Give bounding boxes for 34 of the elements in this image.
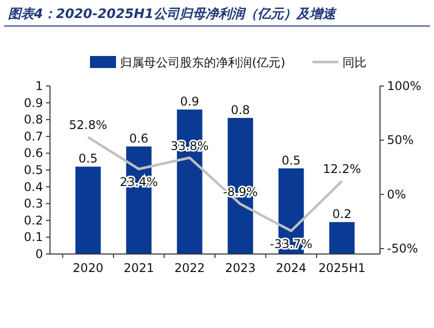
data-label: 52.8% [69, 118, 108, 132]
y-tick-label: 1 [35, 79, 43, 93]
data-label: 12.2% [322, 162, 361, 176]
y-tick-label: 0.9 [24, 96, 43, 110]
legend-label: 归属母公司股东的净利润(亿元) [120, 56, 286, 70]
data-label: 0.6 [129, 131, 148, 146]
y2-tick-label: -50% [387, 242, 418, 256]
x-tick-label: 2022 [174, 261, 205, 275]
y-tick-label: 0.4 [24, 180, 43, 194]
data-label: 0.5 [78, 152, 98, 166]
y2-tick-label: 100% [387, 79, 422, 93]
x-tick-label: 2023 [225, 261, 256, 275]
data-label: 0.8 [230, 102, 250, 117]
x-tick-label: 2021 [124, 261, 154, 275]
x-tick-label: 2024 [276, 261, 306, 275]
x-tick-label: 2025H1 [318, 261, 366, 275]
y-tick-label: 0.8 [24, 112, 43, 127]
legend-label: 同比 [342, 56, 366, 70]
y2-tick-label: 50% [387, 133, 414, 148]
bar [75, 166, 101, 254]
y-tick-label: 0.5 [24, 163, 43, 177]
y-tick-label: 0.2 [24, 213, 43, 228]
x-tick-label: 2020 [72, 261, 104, 275]
y2-tick-label: 0% [387, 187, 406, 202]
data-label: 0.5 [282, 153, 301, 168]
data-label: 0.9 [180, 94, 200, 109]
y-tick-label: 0.1 [24, 230, 43, 244]
y-tick-label: 0.7 [24, 129, 43, 144]
y-tick-label: 0.3 [24, 196, 43, 211]
chart-title: 图表4：2020-2025H1公司归母净利润（亿元）及增速 [8, 6, 338, 22]
y-tick-label: 0 [35, 247, 43, 261]
data-label: 0.2 [332, 207, 352, 222]
bar [329, 222, 355, 254]
y-tick-label: 0.6 [24, 146, 43, 160]
